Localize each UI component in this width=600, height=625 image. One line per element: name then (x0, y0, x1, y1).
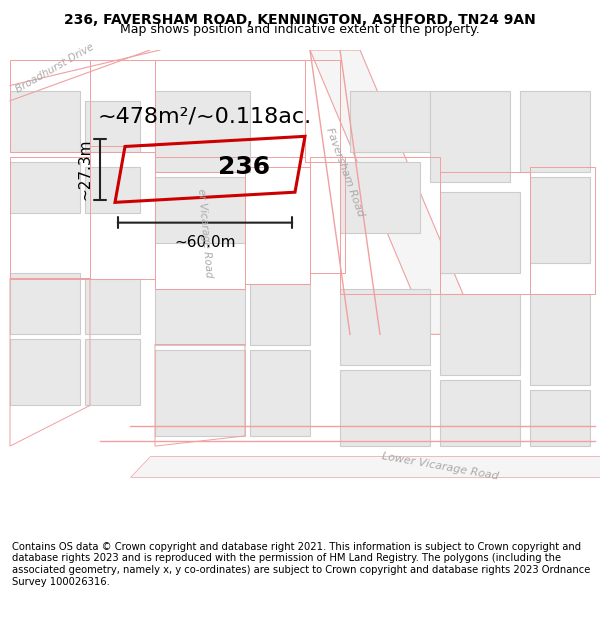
Polygon shape (340, 370, 430, 446)
Polygon shape (155, 177, 245, 243)
Polygon shape (340, 162, 420, 232)
Polygon shape (350, 91, 430, 151)
Text: Map shows position and indicative extent of the property.: Map shows position and indicative extent… (120, 23, 480, 36)
Polygon shape (440, 192, 520, 274)
Text: Lower Vicarage Road: Lower Vicarage Road (381, 451, 499, 482)
Polygon shape (520, 91, 590, 172)
Text: 236: 236 (218, 155, 270, 179)
Polygon shape (10, 91, 80, 151)
Polygon shape (340, 289, 430, 365)
Text: 236, FAVERSHAM ROAD, KENNINGTON, ASHFORD, TN24 9AN: 236, FAVERSHAM ROAD, KENNINGTON, ASHFORD… (64, 12, 536, 26)
Polygon shape (250, 284, 310, 344)
Polygon shape (155, 349, 245, 436)
Polygon shape (530, 177, 590, 263)
Polygon shape (155, 91, 250, 172)
Polygon shape (130, 456, 600, 476)
Polygon shape (85, 101, 140, 151)
Polygon shape (530, 390, 590, 446)
Text: ~27.3m: ~27.3m (77, 139, 92, 200)
Polygon shape (85, 339, 140, 406)
Text: ~478m²/~0.118ac.: ~478m²/~0.118ac. (98, 106, 312, 126)
Polygon shape (530, 294, 590, 385)
Polygon shape (440, 294, 520, 375)
Polygon shape (440, 380, 520, 446)
Polygon shape (430, 91, 510, 182)
Text: Contains OS data © Crown copyright and database right 2021. This information is : Contains OS data © Crown copyright and d… (12, 542, 590, 587)
Polygon shape (85, 167, 140, 212)
Text: ~60.0m: ~60.0m (174, 235, 236, 250)
Text: Faversham Road: Faversham Road (324, 126, 366, 218)
Text: Broadhurst Drive: Broadhurst Drive (14, 42, 96, 95)
Polygon shape (10, 274, 80, 334)
Polygon shape (155, 289, 245, 344)
Text: er Vicarage Road: er Vicarage Road (196, 188, 214, 278)
Polygon shape (310, 50, 480, 334)
Polygon shape (250, 349, 310, 436)
Polygon shape (85, 279, 140, 334)
Polygon shape (10, 162, 80, 212)
Polygon shape (10, 339, 80, 406)
